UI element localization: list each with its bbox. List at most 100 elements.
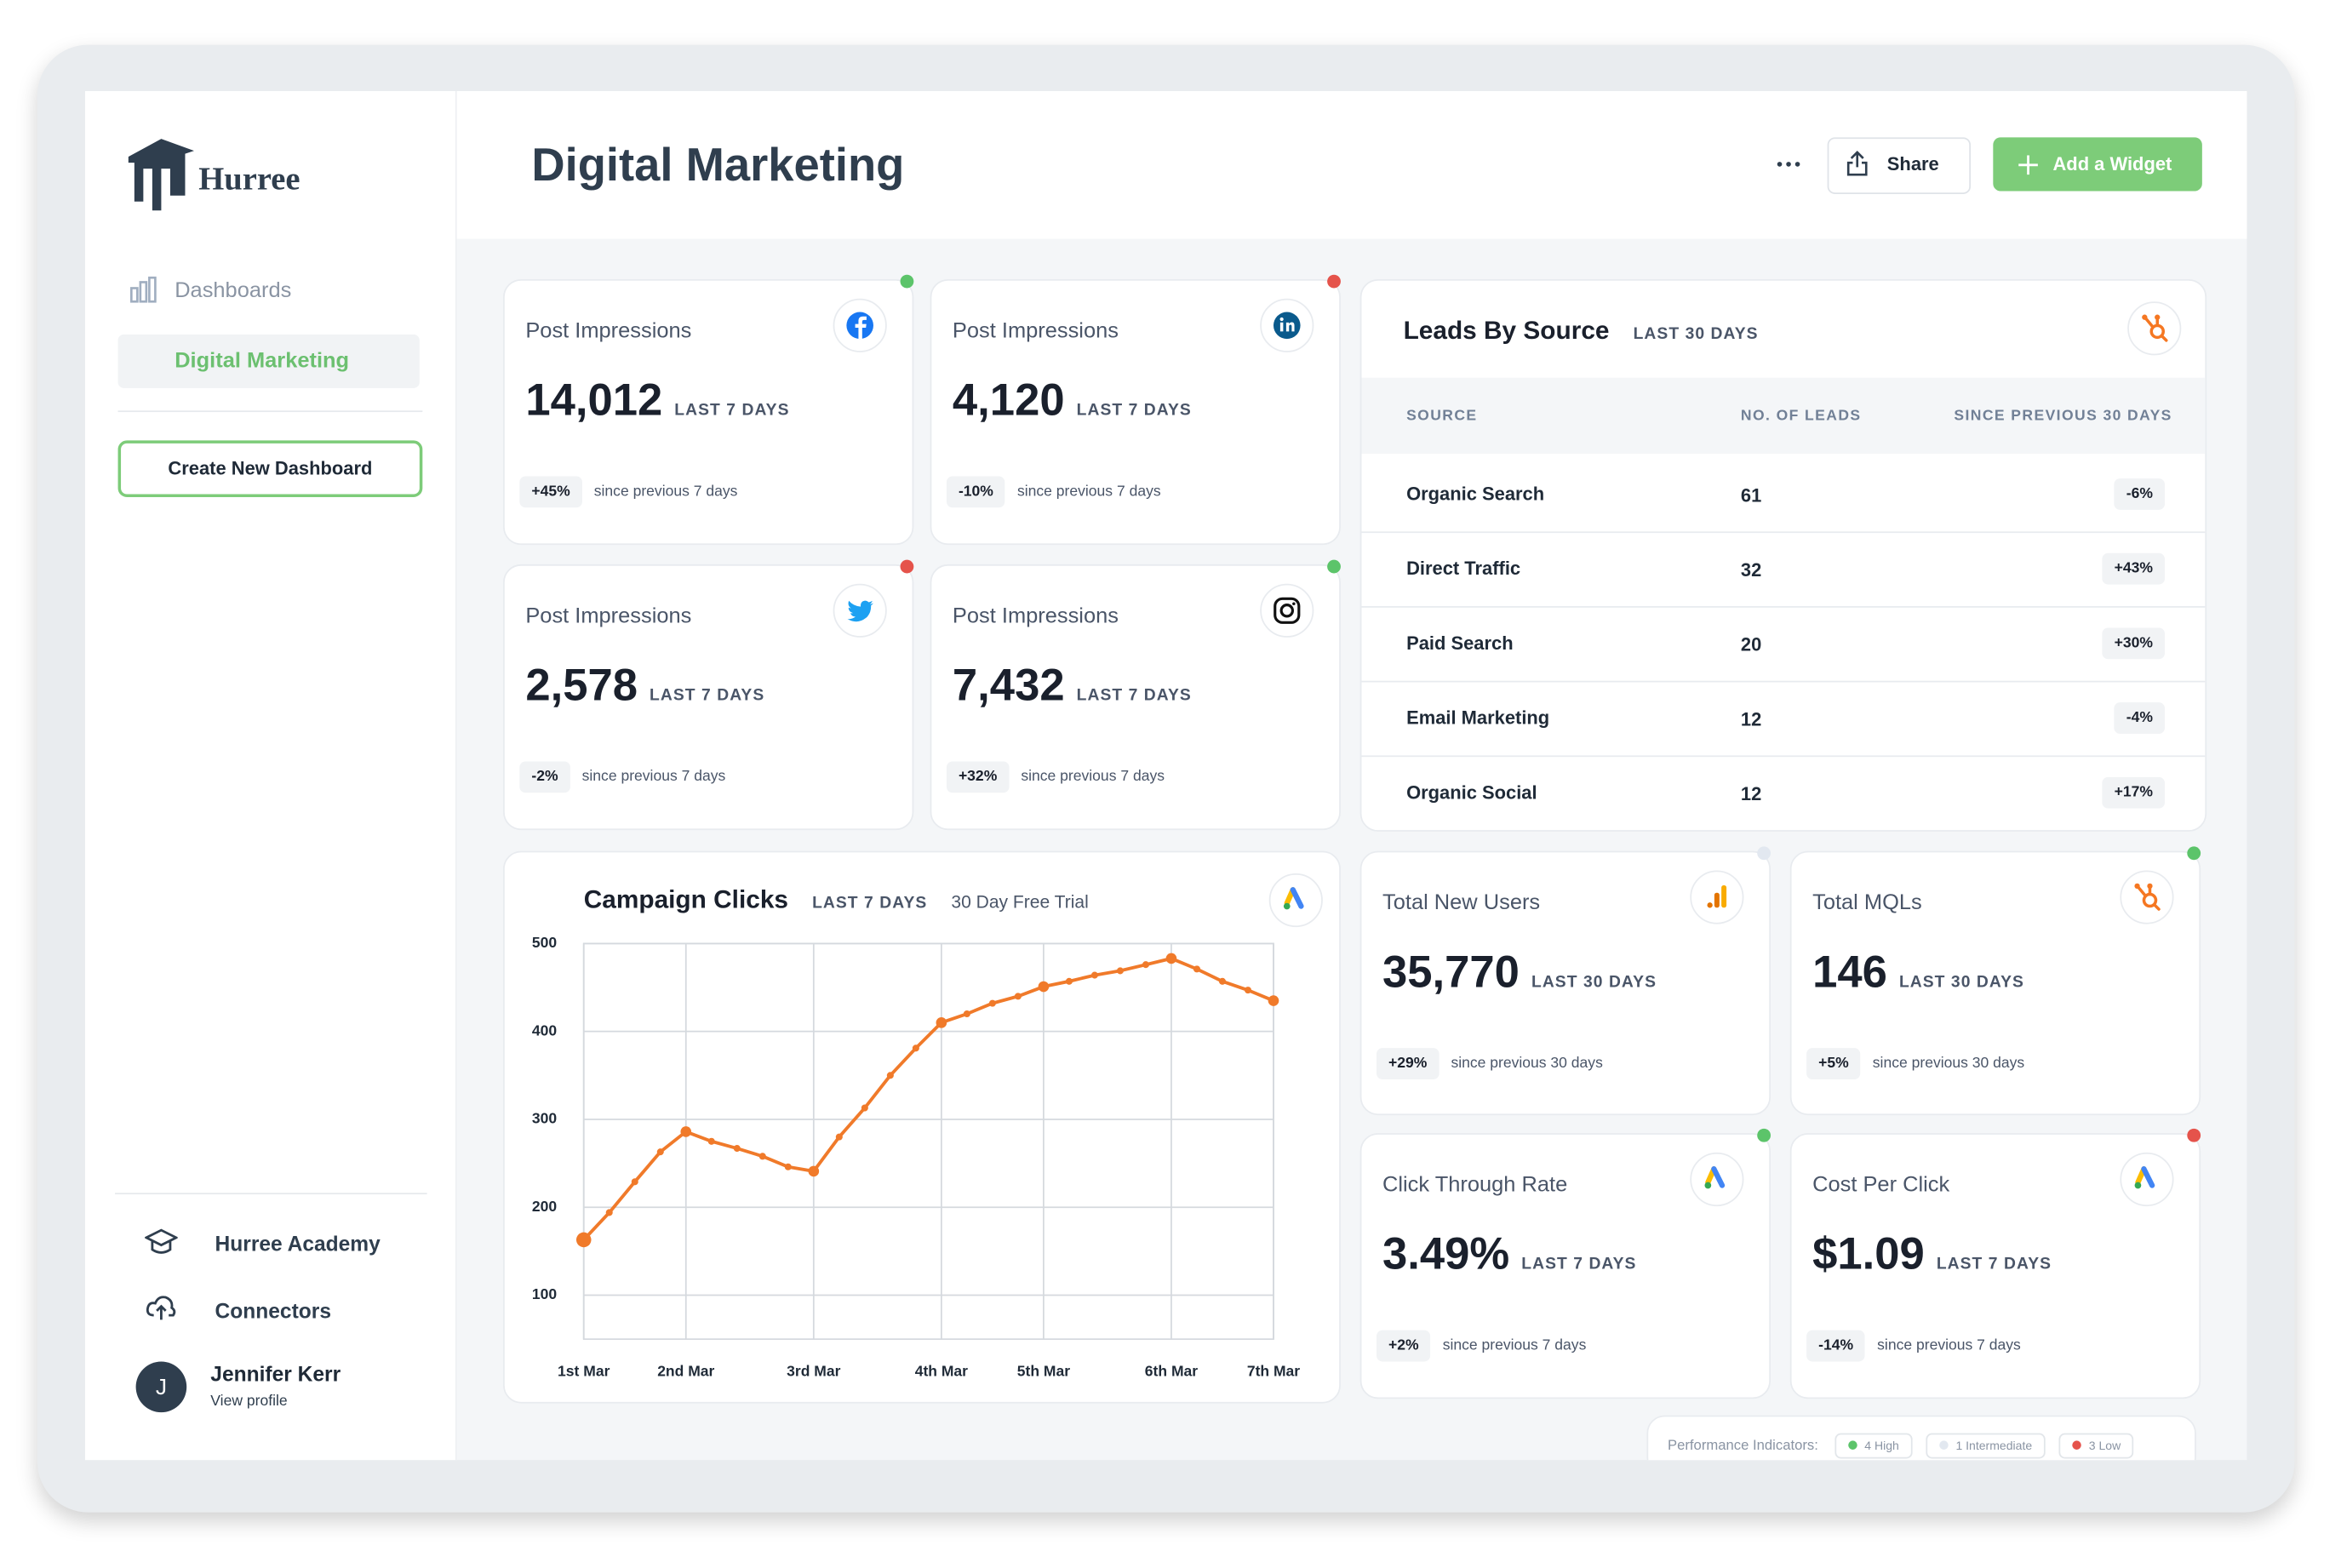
source-icon (1260, 298, 1314, 352)
source-name: Organic Search (1406, 484, 1545, 505)
legend-label: Performance Indicators: (1667, 1437, 1818, 1454)
user-name: Jennifer Kerr (210, 1361, 341, 1386)
share-button[interactable] (1827, 137, 1972, 194)
y-tick-label: 500 (532, 934, 557, 951)
change-row: -14% since previous 7 days (1806, 1330, 2021, 1362)
value-row: 35,770 LAST 30 DAYS (1382, 948, 1657, 999)
legend-text: 4 High (1864, 1438, 1899, 1452)
change-pill: -4% (2114, 702, 2166, 734)
change-pill: -14% (1806, 1330, 1866, 1362)
data-point (1268, 995, 1279, 1006)
data-point (808, 1165, 820, 1177)
card-title: Cost Per Click (1812, 1173, 1950, 1198)
source-icon (833, 583, 887, 638)
y-tick-label: 100 (532, 1285, 557, 1302)
card-period: LAST 7 DAYS (1521, 1255, 1637, 1273)
data-line (582, 956, 1274, 1241)
stat-card: Post Impressions 14,012 LAST 7 DAYS +45% sin… (503, 274, 914, 546)
data-point (1065, 977, 1073, 985)
row-divider (1361, 531, 2206, 534)
add-widget-label[interactable]: Add a Widget (2052, 153, 2172, 175)
source-icon (1690, 1152, 1744, 1207)
legend-dot (1939, 1440, 1949, 1450)
academy-link[interactable]: Hurree Academy (215, 1231, 381, 1256)
change-note: since previous 30 days (1451, 1055, 1603, 1073)
card-period: LAST 7 DAYS (1076, 401, 1192, 420)
source-icon (1268, 873, 1323, 928)
chart-annotation: 30 Day Free Trial (951, 891, 1089, 913)
source-name: Organic Social (1406, 781, 1537, 804)
lead-count: 12 (1740, 783, 1762, 805)
status-dot (2187, 846, 2201, 861)
source-name: Paid Search (1406, 632, 1514, 655)
legend-item: 4 High (1834, 1432, 1913, 1458)
source-icon (1690, 870, 1744, 924)
data-point (656, 1148, 664, 1156)
active-item[interactable] (117, 334, 420, 388)
active-dashboard[interactable]: Digital Marketing (175, 349, 350, 374)
chart-card: Campaign Clicks LAST 7 DAYS 30 Day Free Tr… (503, 850, 1341, 1404)
connectors-link[interactable]: Connectors (215, 1298, 331, 1323)
connectors-icon (146, 1296, 176, 1320)
data-point (936, 1017, 947, 1028)
card-period: LAST 7 DAYS (650, 686, 765, 705)
data-point (1038, 981, 1050, 993)
status-dot (1327, 559, 1341, 574)
change-pill: +29% (1377, 1048, 1440, 1079)
stat-card: Cost Per Click $1.09 LAST 7 DAYS -14% since … (1789, 1128, 2201, 1399)
view-profile[interactable]: View profile (210, 1393, 288, 1411)
card-value: 146 (1812, 947, 1887, 998)
status-dot (1757, 1128, 1771, 1142)
y-tick-label: 300 (532, 1110, 557, 1127)
chart-subtitle: LAST 7 DAYS (812, 894, 928, 913)
change-row: +2% since previous 7 days (1377, 1330, 1586, 1362)
x-tick-label: 5th Mar (1017, 1362, 1070, 1379)
leads-card: Leads By Source LAST 30 DAYS SOURCE NO. OF … (1359, 278, 2207, 832)
stat-card: Post Impressions 2,578 LAST 7 DAYS -2% since… (503, 559, 914, 831)
x-tick-label: 2nd Mar (657, 1362, 714, 1379)
academy-icon (145, 1228, 178, 1254)
change-note: since previous 7 days (593, 484, 738, 501)
header: Digital Marketing Share Add a Widget (456, 90, 2247, 239)
page-title: Digital Marketing (531, 139, 905, 192)
data-point (835, 1133, 843, 1141)
data-point (1116, 967, 1124, 975)
data-point (680, 1126, 692, 1137)
data-point (861, 1104, 868, 1112)
create-dashboard-button[interactable]: Create New Dashboard (117, 440, 423, 498)
status-dot (900, 559, 914, 574)
card-title: Post Impressions (952, 319, 1119, 344)
change-row: -2% since previous 7 days (519, 761, 725, 793)
legend-text: 1 Intermediate (1955, 1438, 2033, 1452)
share-icon (1846, 151, 1868, 176)
more-menu[interactable] (1777, 160, 1800, 169)
nav-dashboards[interactable]: Dashboards (175, 278, 292, 304)
column-header: SINCE PREVIOUS 30 DAYS (1954, 408, 2172, 425)
data-point (1193, 965, 1200, 973)
card-value: 7,432 (952, 661, 1065, 711)
stat-card: Post Impressions 7,432 LAST 7 DAYS +32% sinc… (930, 559, 1341, 831)
change-row: +29% since previous 30 days (1377, 1048, 1603, 1079)
row-divider (1361, 755, 2206, 758)
logo-icon (128, 139, 194, 211)
x-tick-label: 3rd Mar (787, 1362, 840, 1379)
lead-count: 12 (1740, 709, 1762, 730)
card-period: LAST 7 DAYS (674, 401, 790, 420)
card-title: Post Impressions (952, 604, 1119, 629)
change-pill: +43% (2102, 552, 2166, 585)
change-pill: +17% (2102, 776, 2166, 809)
leads-title: Leads By Source (1403, 316, 1610, 346)
y-tick-label: 200 (532, 1198, 557, 1215)
leads-period: LAST 30 DAYS (1633, 325, 1759, 344)
legend-item: 1 Intermediate (1926, 1432, 2046, 1458)
source-name: Direct Traffic (1406, 558, 1521, 580)
data-point (1090, 971, 1098, 979)
share-label[interactable]: Share (1886, 153, 1939, 175)
avatar[interactable]: J (135, 1361, 187, 1413)
column-header: NO. OF LEADS (1740, 408, 1862, 425)
value-row: 4,120 LAST 7 DAYS (953, 376, 1192, 427)
card-title: Post Impressions (525, 319, 692, 344)
column-header: SOURCE (1406, 408, 1478, 425)
